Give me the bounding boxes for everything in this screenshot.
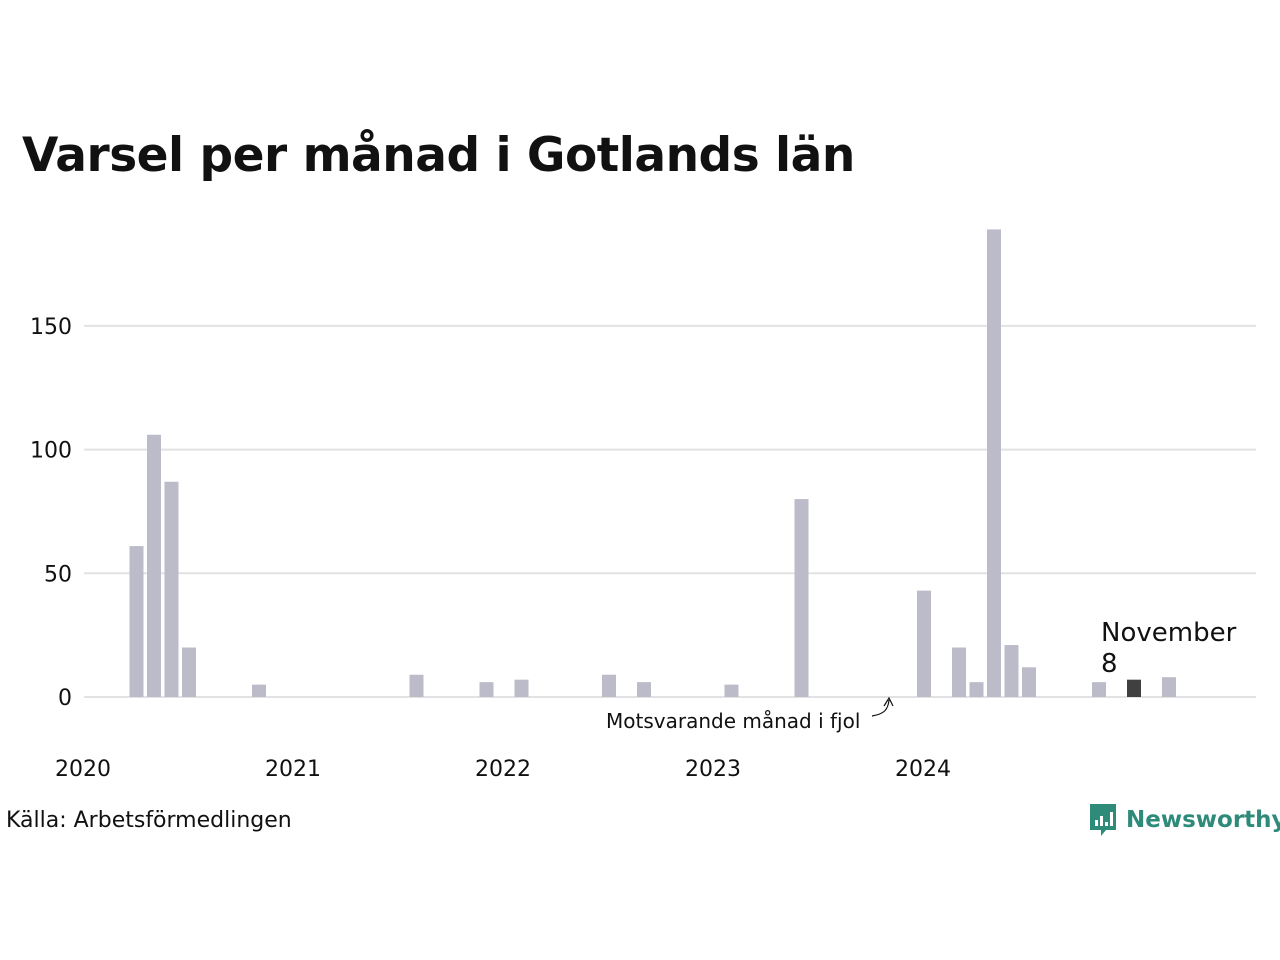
x-tick-label: 2022 bbox=[475, 757, 531, 782]
last-year-annotation: Motsvarande månad i fjol bbox=[606, 709, 860, 733]
bar bbox=[129, 546, 144, 697]
last-year-arrowhead bbox=[883, 696, 894, 707]
chart-title: Varsel per månad i Gotlands län bbox=[22, 128, 855, 183]
current-month-label: November bbox=[1101, 618, 1237, 648]
x-tick-label: 2024 bbox=[895, 757, 951, 782]
source-note: Källa: Arbetsförmedlingen bbox=[6, 808, 292, 833]
bar bbox=[479, 682, 494, 697]
y-tick-label: 150 bbox=[30, 315, 72, 340]
bar bbox=[724, 684, 739, 697]
bars bbox=[129, 229, 1176, 697]
bar bbox=[637, 682, 651, 697]
bar bbox=[252, 684, 266, 697]
annotations: Motsvarande månad i fjol November 8 bbox=[606, 618, 1237, 733]
bar bbox=[987, 229, 1001, 697]
bar bbox=[952, 647, 966, 697]
bar bbox=[602, 674, 616, 697]
gridlines bbox=[84, 324, 1256, 698]
bar-last-year bbox=[1127, 679, 1141, 697]
y-tick-label: 0 bbox=[58, 686, 72, 711]
y-axis-ticks: 0 50 100 150 bbox=[30, 315, 72, 711]
bar bbox=[1004, 645, 1019, 697]
bar bbox=[1162, 677, 1176, 697]
bar bbox=[794, 499, 809, 697]
bar bbox=[182, 647, 196, 697]
y-tick-label: 50 bbox=[44, 562, 72, 587]
y-tick-label: 100 bbox=[30, 439, 72, 464]
x-tick-label: 2021 bbox=[265, 757, 321, 782]
bar bbox=[917, 590, 931, 697]
bar bbox=[969, 682, 984, 697]
last-year-arrow bbox=[871, 699, 890, 717]
x-tick-label: 2020 bbox=[55, 757, 111, 782]
bar bbox=[409, 674, 424, 697]
bar bbox=[1022, 667, 1036, 697]
current-value-label: 8 bbox=[1101, 649, 1118, 679]
bar bbox=[1092, 682, 1106, 697]
newsworthy-logo-icon bbox=[1090, 804, 1116, 836]
brand-logo: Newsworthy bbox=[1088, 802, 1280, 838]
bar bbox=[514, 679, 529, 697]
bar bbox=[164, 481, 179, 697]
bar bbox=[147, 434, 161, 697]
brand-name: Newsworthy bbox=[1126, 807, 1280, 833]
x-tick-label: 2023 bbox=[685, 757, 741, 782]
x-axis-ticks: 2020 2021 2022 2023 2024 bbox=[55, 757, 951, 782]
